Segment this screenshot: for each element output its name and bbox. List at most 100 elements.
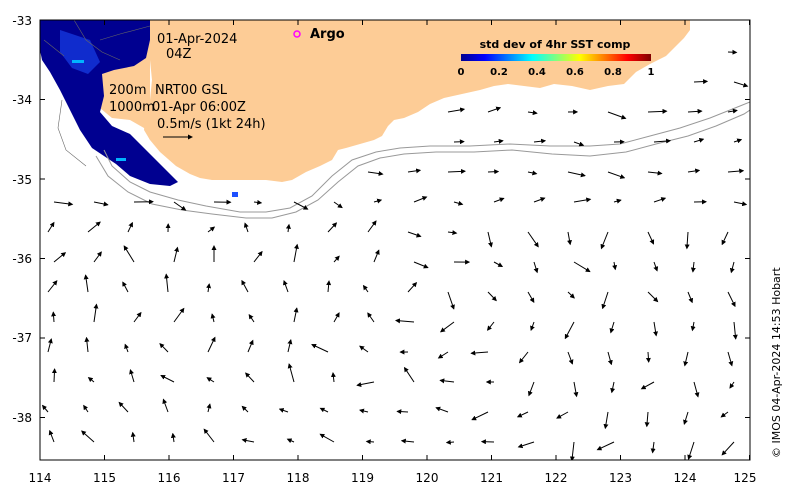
current-vector xyxy=(516,411,529,418)
current-vector xyxy=(733,138,743,144)
current-vector xyxy=(647,170,663,176)
current-vector xyxy=(607,171,626,179)
current-vector xyxy=(83,404,89,413)
current-vector xyxy=(727,351,734,367)
current-vector xyxy=(286,438,295,444)
tick-marks xyxy=(39,19,750,460)
x-tick-label: 117 xyxy=(222,471,245,485)
current-vector xyxy=(733,81,749,88)
x-tick-label: 122 xyxy=(545,471,568,485)
current-vector xyxy=(162,398,169,413)
current-vector xyxy=(173,201,187,211)
x-tick-label: 119 xyxy=(351,471,374,485)
current-vector xyxy=(365,439,375,445)
argo-marker-icon xyxy=(293,30,301,38)
current-vector xyxy=(407,231,422,238)
time-label: 04Z xyxy=(166,47,192,62)
current-vector xyxy=(487,106,502,113)
current-vector xyxy=(373,198,383,204)
current-vector xyxy=(684,231,690,250)
current-vector xyxy=(527,231,539,248)
current-vector xyxy=(247,339,254,353)
x-tick-label: 124 xyxy=(674,471,697,485)
current-vector xyxy=(644,411,650,428)
current-vector xyxy=(721,441,735,456)
current-vector xyxy=(721,231,729,246)
current-vector xyxy=(243,222,249,233)
current-vector xyxy=(403,366,415,383)
current-vector xyxy=(87,376,95,383)
current-vector xyxy=(93,251,102,263)
current-vector xyxy=(83,274,89,293)
current-vector xyxy=(395,318,415,324)
current-vector xyxy=(439,321,455,333)
current-vector xyxy=(333,201,343,209)
x-tick-label: 120 xyxy=(416,471,439,485)
current-vector xyxy=(493,197,505,203)
current-vector xyxy=(47,280,58,293)
current-vector xyxy=(53,201,74,207)
current-vector xyxy=(367,220,377,233)
current-vector xyxy=(319,407,329,413)
current-vector xyxy=(573,197,592,203)
current-vector xyxy=(683,411,689,425)
current-vector xyxy=(687,108,703,114)
current-vector xyxy=(527,170,538,176)
current-vector xyxy=(287,339,293,353)
current-vector xyxy=(687,168,701,174)
current-vector xyxy=(596,441,615,451)
current-vector xyxy=(333,255,340,263)
current-vector xyxy=(573,261,591,273)
current-vector xyxy=(330,372,336,383)
current-vector xyxy=(732,321,738,340)
current-vector xyxy=(124,343,129,353)
current-vector xyxy=(47,338,53,353)
current-vector xyxy=(693,381,700,398)
current-vector xyxy=(487,291,497,302)
current-vector xyxy=(527,381,535,397)
current-vector xyxy=(640,381,655,390)
current-vector xyxy=(87,221,101,233)
current-vector xyxy=(567,171,586,178)
current-vector xyxy=(327,222,338,233)
current-vector xyxy=(396,409,409,415)
current-vector xyxy=(253,199,263,205)
current-vector xyxy=(130,431,136,443)
current-vector xyxy=(647,231,655,245)
x-tick-label: 115 xyxy=(93,471,116,485)
colorbar-tick: 0.2 xyxy=(490,67,508,78)
current-vector xyxy=(569,441,575,460)
current-vector xyxy=(362,284,369,293)
current-vector xyxy=(333,312,340,323)
current-vector xyxy=(241,279,249,293)
current-vector xyxy=(435,406,449,413)
current-vector xyxy=(359,408,369,414)
current-vector xyxy=(160,375,175,383)
current-vector xyxy=(203,428,215,443)
current-vector xyxy=(127,221,133,233)
x-tick-label: 121 xyxy=(480,471,503,485)
current-vector xyxy=(687,441,695,460)
current-vector xyxy=(527,291,535,303)
current-vector xyxy=(567,291,575,299)
current-vector xyxy=(447,230,458,236)
current-vector xyxy=(173,246,179,263)
current-vector xyxy=(373,249,380,263)
current-vector xyxy=(533,138,547,144)
current-vector xyxy=(207,336,216,353)
current-vector xyxy=(253,250,263,263)
current-vector xyxy=(601,291,609,310)
current-vector xyxy=(527,110,538,116)
x-tick-label: 125 xyxy=(734,471,757,485)
current-vector xyxy=(727,108,738,114)
current-vector xyxy=(245,372,255,383)
current-vector xyxy=(447,168,466,174)
colorbar-tick: 0 xyxy=(458,67,465,78)
current-vectors xyxy=(41,49,749,460)
current-vector xyxy=(122,281,129,293)
current-vector xyxy=(367,171,384,177)
current-vector xyxy=(533,261,539,274)
current-vector xyxy=(173,307,185,323)
current-vector xyxy=(487,231,493,248)
current-vector xyxy=(727,168,745,174)
